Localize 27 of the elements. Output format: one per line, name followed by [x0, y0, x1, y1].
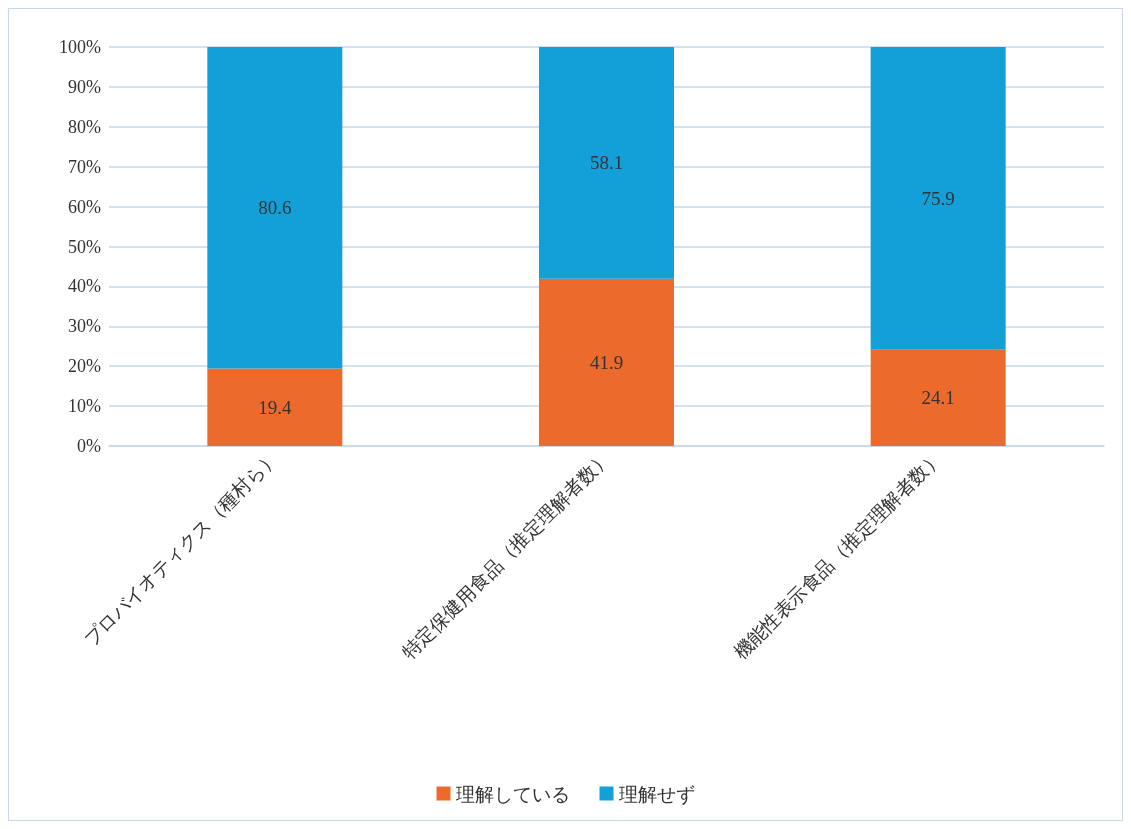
bar: [207, 368, 343, 446]
bar: [207, 47, 343, 369]
y-tick-label: 30%: [68, 316, 101, 337]
y-tick-label: 80%: [68, 116, 101, 137]
y-tick-label: 70%: [68, 156, 101, 177]
y-tick-label: 0%: [77, 436, 101, 456]
data-label: 58.1: [589, 152, 624, 174]
bar: [870, 349, 1006, 446]
bar: [870, 47, 1006, 350]
data-label: 24.1: [921, 387, 955, 409]
y-tick-label: 20%: [68, 356, 101, 377]
data-label: 19.4: [258, 396, 292, 418]
legend-label: 理解せず: [618, 782, 695, 805]
data-label: 80.6: [258, 197, 292, 219]
y-tick-label: 90%: [68, 76, 101, 97]
y-tick-label: 50%: [68, 236, 101, 257]
data-label: 41.9: [589, 351, 624, 373]
y-tick-label: 40%: [68, 276, 101, 297]
x-tick-label: 機能性表示食品（推定理解者数）: [728, 446, 946, 664]
x-tick-label: 特定保健用食品（推定理解者数）: [397, 446, 615, 664]
bar: [539, 278, 674, 446]
data-label: 75.9: [921, 187, 955, 209]
y-tick-label: 60%: [68, 196, 101, 217]
bar: [539, 47, 674, 279]
y-tick-label: 10%: [68, 396, 101, 417]
legend-label: 理解している: [455, 782, 570, 805]
y-tick-label: 100%: [59, 37, 101, 57]
